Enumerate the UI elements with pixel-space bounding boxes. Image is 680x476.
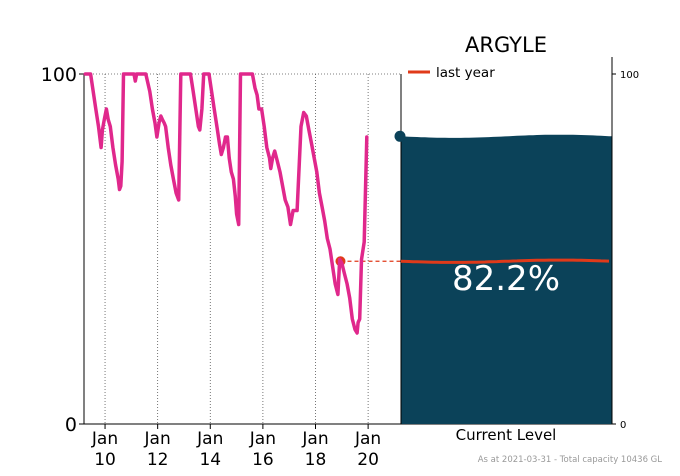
current-level-fill: [401, 134, 612, 424]
footnote: As at 2021-03-31 - Total capacity 10436 …: [478, 455, 663, 465]
x-tick-label-month: Jan: [354, 429, 381, 449]
current-level-percent: 82.2%: [452, 259, 560, 299]
storage-series-line: [83, 72, 369, 335]
x-tick-label-month: Jan: [249, 429, 276, 449]
x-tick-label-year: 10: [94, 450, 116, 470]
y-tick-label: 0: [65, 414, 77, 436]
x-tick-label-year: 18: [305, 450, 327, 470]
legend-label: last year: [436, 65, 495, 81]
current-level-label: Current Level: [456, 426, 557, 444]
current-level-marker: [394, 130, 406, 142]
x-tick-label-year: 20: [357, 450, 379, 470]
x-tick-label-month: Jan: [301, 429, 328, 449]
x-tick-label-month: Jan: [144, 429, 171, 449]
x-tick-label-month: Jan: [91, 429, 118, 449]
x-tick-label-month: Jan: [196, 429, 223, 449]
grid-lines: [84, 73, 401, 424]
last-year-line: [400, 258, 610, 264]
x-tick-label-year: 14: [199, 450, 221, 470]
y-tick-label: 100: [41, 64, 77, 86]
right-axis-ticks: 0 100: [612, 70, 639, 431]
y-axis-ticks: 0 100: [41, 64, 84, 436]
x-tick-label-year: 16: [252, 450, 274, 470]
x-tick-label-year: 12: [147, 450, 169, 470]
right-tick-label: 100: [620, 70, 639, 81]
chart-title: ARGYLE: [465, 33, 547, 57]
right-tick-label: 0: [620, 420, 626, 431]
